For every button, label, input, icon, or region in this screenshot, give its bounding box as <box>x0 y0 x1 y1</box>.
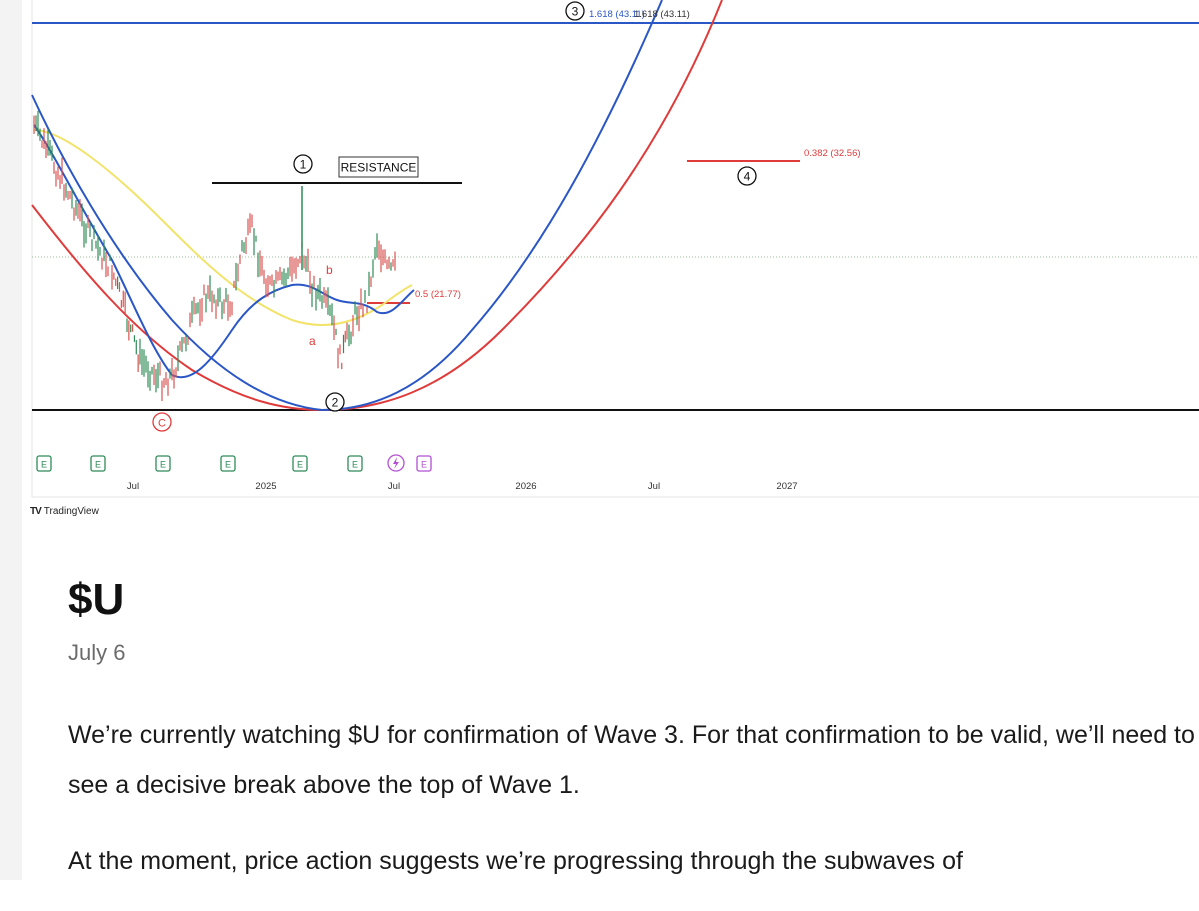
event-marker-6[interactable]: E <box>347 455 363 472</box>
fib-0382-label: 0.382 (32.56) <box>804 148 861 159</box>
svg-text:1: 1 <box>300 158 307 172</box>
subwave-b-label: b <box>326 263 333 277</box>
event-marker-7[interactable]: E <box>416 455 432 472</box>
fib-1618-label-blue: 1.618 (43.11) <box>589 9 645 20</box>
tradingview-logo-icon: TV <box>30 506 42 517</box>
svg-text:2: 2 <box>332 396 339 410</box>
chart-canvas: 1 2 3 4 C b a RESISTANCE 1.618 (43.11) 1… <box>31 0 1199 498</box>
time-tick-2027: 2027 <box>776 481 797 492</box>
subwave-a-label: a <box>309 334 316 348</box>
svg-text:E: E <box>95 460 101 470</box>
post-paragraph-2: At the moment, price action suggests we’… <box>68 847 963 875</box>
price-candles <box>33 110 396 402</box>
blue-projection-curve <box>31 0 663 412</box>
svg-text:E: E <box>41 460 47 470</box>
svg-text:E: E <box>297 460 303 470</box>
resistance-label-box: RESISTANCE <box>338 156 419 178</box>
event-marker-3[interactable]: E <box>155 455 171 472</box>
post-paragraph-1: We’re currently watching $U for confirma… <box>68 721 1195 799</box>
time-tick-2026: 2026 <box>515 481 536 492</box>
page-gutter <box>0 0 22 880</box>
svg-text:3: 3 <box>572 5 579 19</box>
svg-text:E: E <box>225 460 231 470</box>
tradingview-brand: TradingView <box>43 506 99 517</box>
red-projection-curve <box>31 0 723 412</box>
fib-1618-label-red: 1.618 (43.11) <box>634 9 690 20</box>
svg-text:4: 4 <box>744 170 751 184</box>
time-tick-jul-2026: Jul <box>648 481 660 492</box>
svg-text:C: C <box>158 418 166 430</box>
wave-3-marker: 3 <box>565 1 585 21</box>
event-marker-4[interactable]: E <box>220 455 236 472</box>
svg-text:RESISTANCE: RESISTANCE <box>341 161 417 175</box>
post-date: July 6 <box>68 640 126 665</box>
event-marker-2[interactable]: E <box>90 455 106 472</box>
svg-text:E: E <box>421 460 427 470</box>
event-marker-5[interactable]: E <box>292 455 308 472</box>
wave-c-marker: C <box>152 412 172 432</box>
wave-2-marker: 2 <box>325 392 345 412</box>
price-chart[interactable]: 1 2 3 4 C b a RESISTANCE 1.618 (43.11) 1… <box>22 0 1199 530</box>
svg-text:E: E <box>352 460 358 470</box>
wave-1-marker: 1 <box>293 154 313 174</box>
article: $U July 6 We’re currently watching $U fo… <box>68 570 1199 911</box>
time-tick-2025: 2025 <box>255 481 276 492</box>
svg-text:E: E <box>160 460 166 470</box>
wave-4-marker: 4 <box>737 166 757 186</box>
tradingview-watermark: TV TradingView <box>30 506 99 517</box>
post-title: $U <box>68 575 125 624</box>
time-tick-jul-2025: Jul <box>388 481 400 492</box>
time-tick-jul-2024: Jul <box>127 481 139 492</box>
yellow-moving-average <box>33 129 413 326</box>
dividend-lightning-icon[interactable] <box>387 454 405 472</box>
fib-05-label: 0.5 (21.77) <box>415 289 461 300</box>
event-marker-1[interactable]: E <box>36 455 52 472</box>
